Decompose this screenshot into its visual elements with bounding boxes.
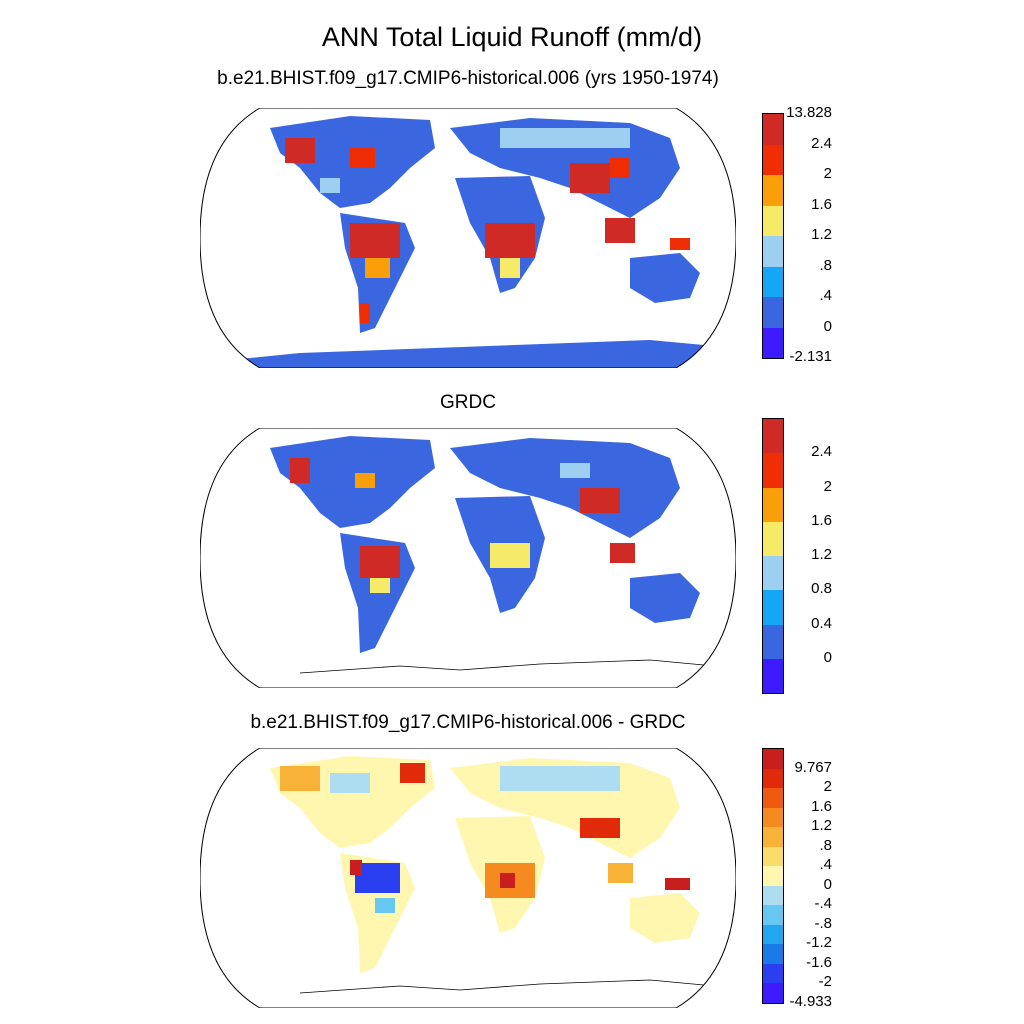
colorbar-1-swatch xyxy=(763,327,783,358)
map-grdc-runoff xyxy=(200,428,736,688)
colorbar-2-swatch xyxy=(763,419,783,454)
colorbar-3-label: 1.6 xyxy=(811,797,832,815)
figure-title: ANN Total Liquid Runoff (mm/d) xyxy=(321,22,703,52)
colorbar-3-swatch xyxy=(763,827,783,847)
antarctica-region xyxy=(200,340,736,368)
colorbar-2-label: 1.2 xyxy=(811,546,832,563)
colorbar-2-swatch xyxy=(763,453,783,488)
colorbar-1-swatch xyxy=(763,144,783,175)
colorbar-3-label: .8 xyxy=(819,836,832,854)
map-model-runoff xyxy=(200,108,736,368)
colorbar-3 xyxy=(762,748,784,1004)
map-1-outline xyxy=(200,108,736,368)
eurasia-region xyxy=(450,438,680,538)
eurasia-region xyxy=(450,118,680,218)
colorbar-3-label: 1.2 xyxy=(811,817,832,835)
colorbar-1-swatch xyxy=(763,297,783,328)
panel-1-title: b.e21.BHIST.f09_g17.CMIP6-historical.006… xyxy=(217,68,719,89)
colorbar-2-label: 0 xyxy=(823,648,832,666)
colorbar-2-swatch xyxy=(763,521,783,556)
north-america-region xyxy=(270,116,435,208)
africa-region xyxy=(455,496,545,613)
australia-region xyxy=(608,863,700,943)
colorbar-3-swatch xyxy=(763,963,783,984)
australia-region xyxy=(605,218,700,303)
colorbar-1-label: 2 xyxy=(823,165,832,182)
north-america-region xyxy=(270,756,435,848)
colorbar-3-label: -1.6 xyxy=(806,953,832,971)
colorbar-1-label: 13.828 xyxy=(786,104,832,121)
map-3-outline xyxy=(200,748,736,1008)
colorbar-2-label: 0.4 xyxy=(811,614,832,632)
colorbar-3-label: .4 xyxy=(819,856,832,874)
colorbar-3-swatch xyxy=(763,944,783,964)
panel-2-title: GRDC xyxy=(440,392,496,413)
colorbar-3-label: -.4 xyxy=(814,895,832,913)
colorbar-1-swatch xyxy=(763,266,783,297)
colorbar-2-label: 1.6 xyxy=(811,511,832,529)
colorbar-2-swatch xyxy=(763,624,783,659)
colorbar-3-swatch xyxy=(763,768,783,789)
colorbar-3-label: -.8 xyxy=(814,914,832,932)
colorbar-2 xyxy=(762,418,784,694)
south-america-region xyxy=(340,853,415,973)
colorbar-3-swatch xyxy=(763,866,783,886)
africa-region xyxy=(455,816,545,933)
map-difference-runoff xyxy=(200,748,736,1008)
colorbar-3-label: -4.933 xyxy=(789,993,832,1010)
colorbar-2-swatch xyxy=(763,487,783,522)
colorbar-3-swatch xyxy=(763,749,783,769)
colorbar-3-swatch xyxy=(763,807,783,828)
colorbar-1-swatch xyxy=(763,205,783,236)
colorbar-1-label: .8 xyxy=(819,256,832,274)
colorbar-1-label: -2.131 xyxy=(789,348,832,365)
colorbar-2-label: 0.8 xyxy=(811,580,832,598)
colorbar-1-swatch xyxy=(763,175,783,206)
colorbar-3-swatch xyxy=(763,885,783,906)
colorbar-1-label: 1.6 xyxy=(811,195,832,213)
colorbar-3-swatch xyxy=(763,846,783,867)
antarctica-outline xyxy=(299,659,736,674)
eurasia-region xyxy=(450,758,680,858)
colorbar-3-swatch xyxy=(763,788,783,808)
colorbar-2-swatch xyxy=(763,556,783,591)
colorbar-3-label: 2 xyxy=(823,778,832,796)
colorbar-1-label: .4 xyxy=(819,287,832,304)
colorbar-1-swatch xyxy=(763,114,783,145)
south-america-region xyxy=(340,213,415,333)
australia-region xyxy=(610,543,700,623)
south-america-region xyxy=(340,533,415,653)
colorbar-3-swatch xyxy=(763,924,783,945)
antarctica-outline xyxy=(299,979,736,994)
map-2-outline xyxy=(200,428,736,688)
colorbar-2-swatch xyxy=(763,658,783,693)
colorbar-3-swatch xyxy=(763,983,783,1003)
colorbar-3-label: -2 xyxy=(818,973,832,991)
colorbar-2-label: 2.4 xyxy=(811,443,832,461)
colorbar-3-label: 9.767 xyxy=(794,758,832,776)
colorbar-1-label: 2.4 xyxy=(811,134,832,152)
panel-3-title: b.e21.BHIST.f09_g17.CMIP6-historical.006… xyxy=(250,712,686,733)
colorbar-3-swatch xyxy=(763,905,783,925)
north-america-region xyxy=(270,436,435,528)
colorbar-2-label: 2 xyxy=(823,477,832,495)
colorbar-3-label: -1.2 xyxy=(806,934,832,952)
colorbar-1-swatch xyxy=(763,236,783,267)
africa-region xyxy=(455,176,545,293)
colorbar-3-label: 0 xyxy=(823,875,832,893)
colorbar-2-swatch xyxy=(763,590,783,625)
colorbar-1-label: 0 xyxy=(823,317,832,335)
colorbar-1 xyxy=(762,113,784,359)
colorbar-1-label: 1.2 xyxy=(811,226,832,243)
